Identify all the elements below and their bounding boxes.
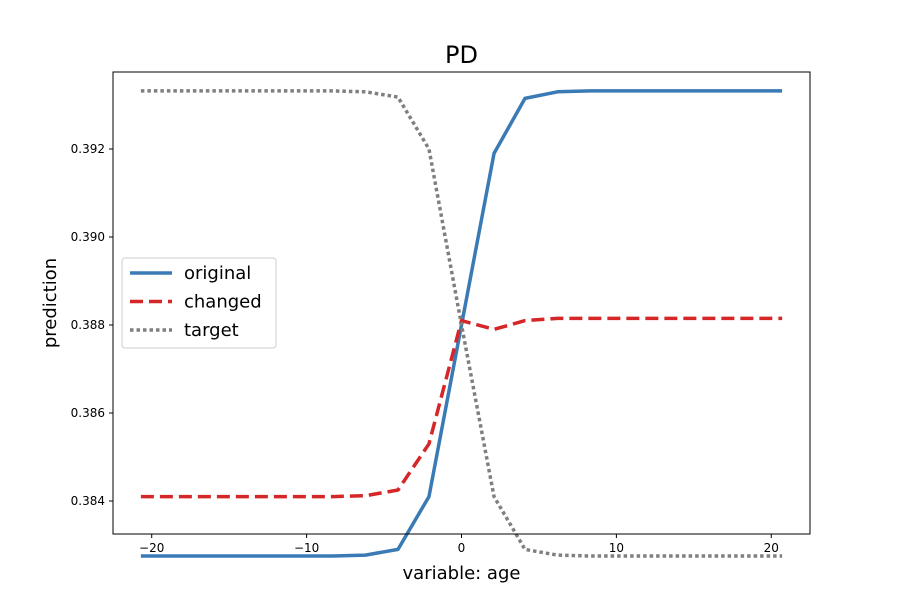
- y-tick-label: 0.384: [71, 494, 105, 508]
- y-tick-label: 0.388: [71, 318, 105, 332]
- y-tick-label: 0.392: [71, 142, 105, 156]
- series-line-target: [140, 89, 783, 558]
- y-tick-label: 0.390: [71, 230, 105, 244]
- legend: original changed target: [121, 257, 277, 349]
- y-axis-ticks: 0.384 0.386 0.388 0.390 0.392: [71, 142, 113, 508]
- x-tick-label: −20: [139, 541, 164, 555]
- legend-box: [121, 257, 277, 349]
- legend-label-target: target: [184, 320, 239, 341]
- chart-title: PD: [445, 41, 478, 69]
- y-axis-label: prediction: [40, 258, 61, 348]
- x-axis-ticks: −20 −10 0 10 20: [139, 534, 779, 555]
- series-line-changed: [140, 316, 783, 499]
- x-tick-label: −10: [294, 541, 319, 555]
- x-tick-label: 10: [609, 541, 624, 555]
- y-tick-label: 0.386: [71, 406, 105, 420]
- legend-label-changed: changed: [184, 292, 262, 313]
- x-axis-label: variable: age: [403, 563, 521, 584]
- legend-label-original: original: [184, 263, 251, 284]
- x-tick-label: 20: [764, 541, 779, 555]
- plot-lines: [140, 89, 783, 558]
- x-tick-label: 0: [458, 541, 466, 555]
